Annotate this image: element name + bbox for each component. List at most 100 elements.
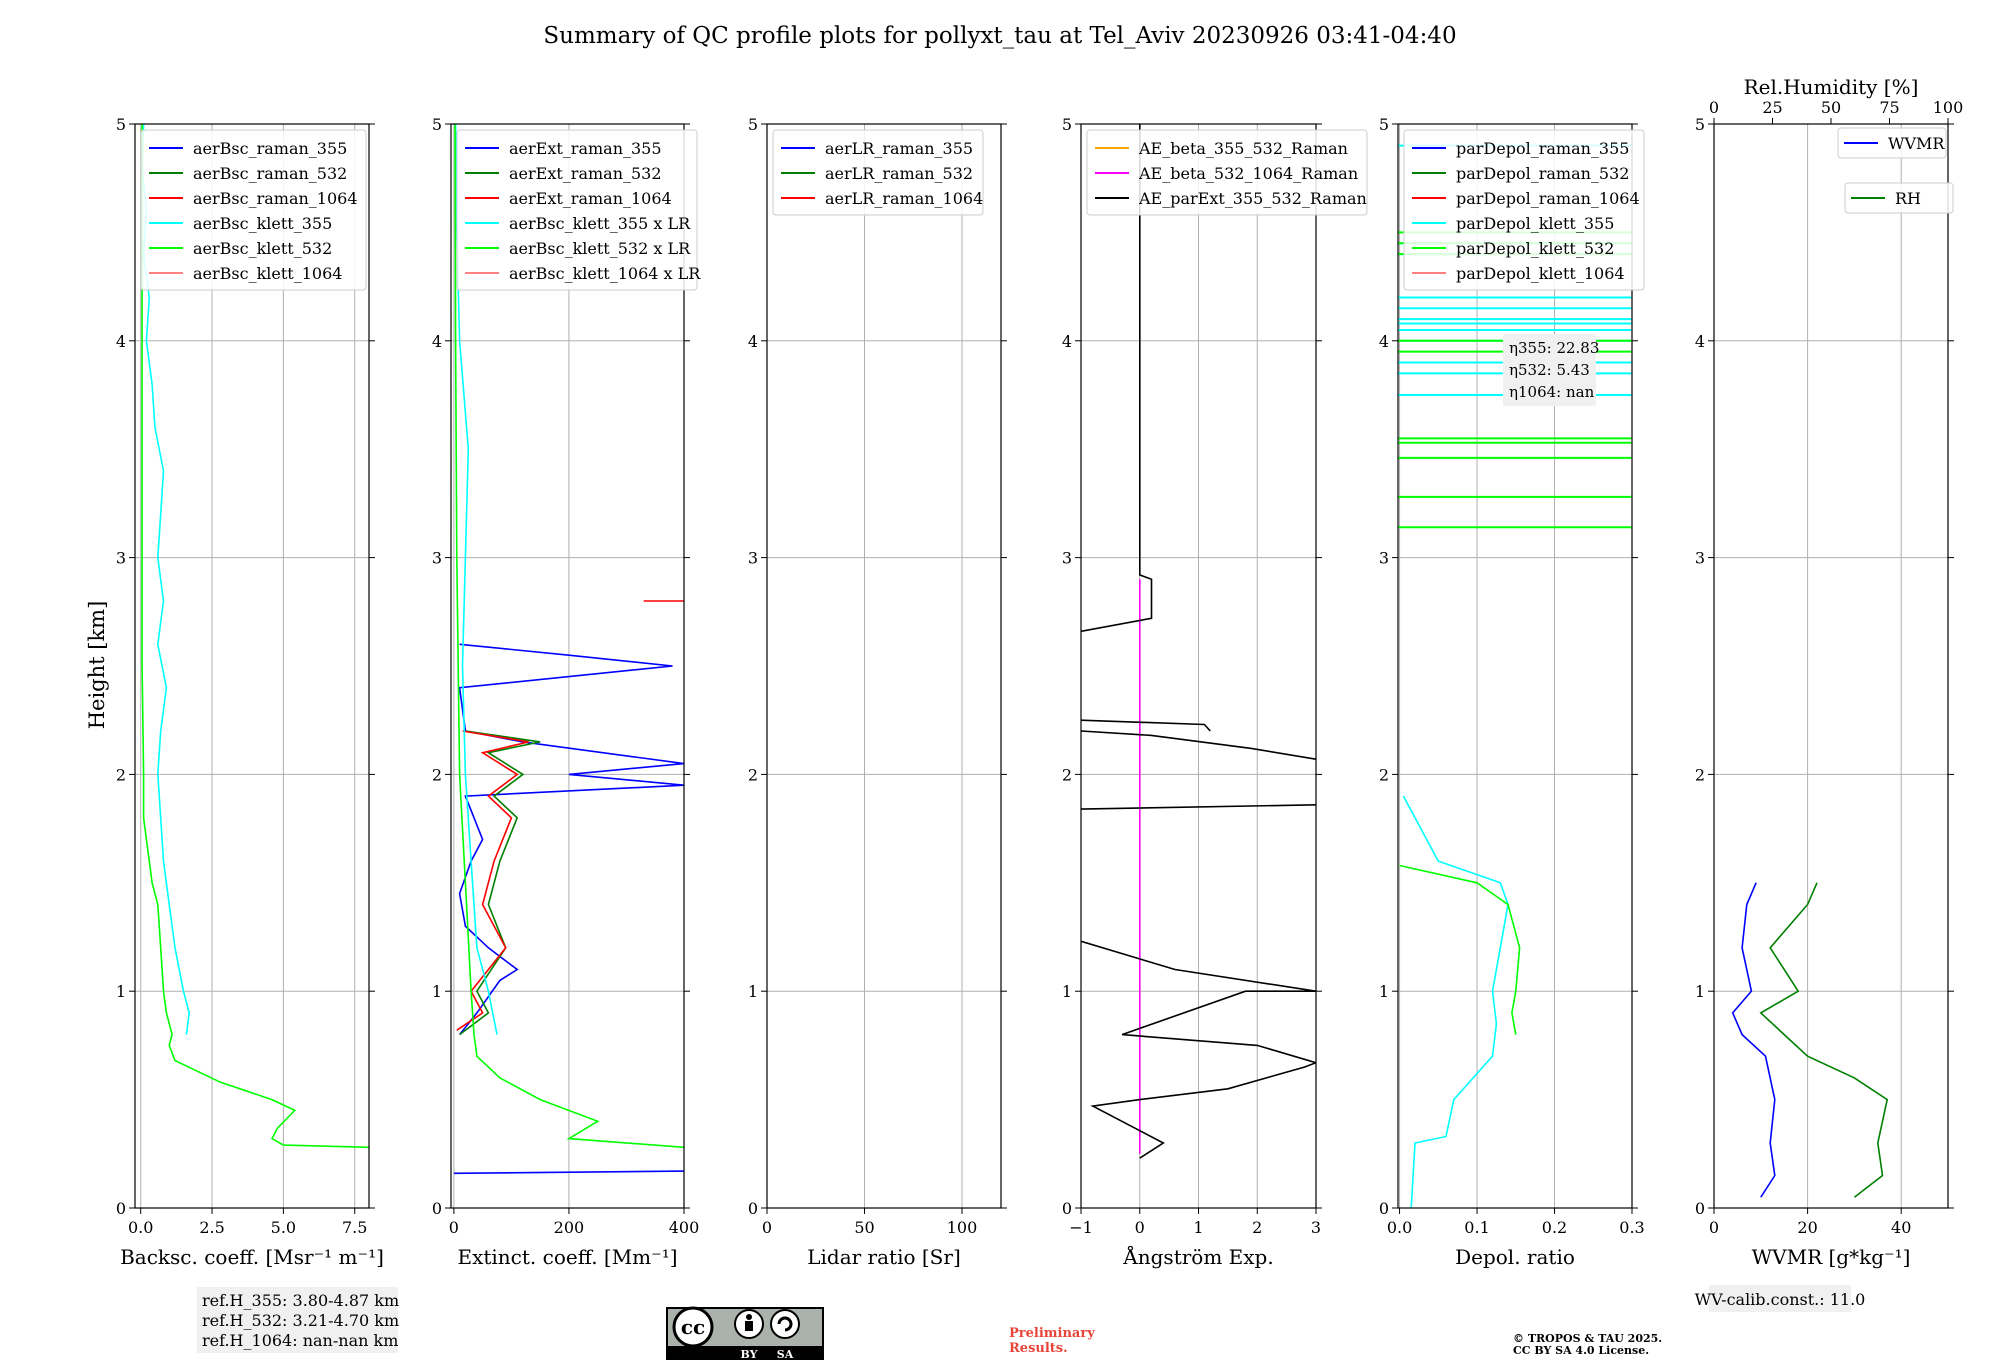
series-parDepol_klett_532 <box>1399 864 1521 1035</box>
eta-annotation-line: η1064: nan <box>1509 383 1595 401</box>
y-tick-label: 4 <box>1062 332 1072 351</box>
y-tick-label: 2 <box>1379 765 1389 784</box>
top-x-tick-label: 50 <box>1821 98 1841 117</box>
y-tick-label: 1 <box>432 982 442 1001</box>
legend-label: aerBsc_klett_532 x LR <box>509 239 691 258</box>
legend-label: aerExt_raman_1064 <box>509 189 672 208</box>
ref-height-355: ref.H_355: 3.80-4.87 km <box>202 1291 399 1310</box>
x-axis-label: Depol. ratio <box>1455 1245 1575 1269</box>
panel-5: 0.0 0.1 0.2 0.3 0 1 2 3 4 5 Depol. ratio parDepol_r… <box>1379 115 1645 1269</box>
y-tick-label: 3 <box>1379 549 1389 568</box>
y-tick-label: 2 <box>432 765 442 784</box>
top-axis-label: Rel.Humidity [%] <box>1744 75 1919 99</box>
cc-license-badge: cc BY SA <box>666 1306 824 1362</box>
x-tick-label: 7.5 <box>342 1218 367 1237</box>
copyright-line-2: CC BY SA 4.0 License. <box>1513 1344 1649 1357</box>
x-tick-label: 0.2 <box>1542 1218 1567 1237</box>
y-tick-label: 5 <box>116 115 126 134</box>
copyright-line-1: © TROPOS & TAU 2025. <box>1513 1332 1662 1345</box>
x-tick-label: 0 <box>1135 1218 1145 1237</box>
panel-6: 0 20 40 0 1 2 3 4 5 WVMR [g*kg⁻¹] 0 25 50 75 100 Rel.Hu… <box>1695 75 1963 1269</box>
legend-label: WVMR <box>1888 134 1945 153</box>
x-tick-label: 0 <box>449 1218 459 1237</box>
ref-height-532: ref.H_532: 3.21-4.70 km <box>202 1311 399 1330</box>
x-tick-label: 2 <box>1252 1218 1262 1237</box>
legend-label: aerExt_raman_355 <box>509 139 662 158</box>
data-layer <box>453 124 684 1175</box>
x-tick-label: 100 <box>947 1218 978 1237</box>
x-axis-label: Extinct. coeff. [Mm⁻¹] <box>457 1245 677 1269</box>
cc-logo-text: cc <box>681 1315 705 1339</box>
plot-frame <box>1397 123 1633 1209</box>
legend-label: parDepol_klett_532 <box>1456 239 1614 258</box>
y-tick-label: 1 <box>116 982 126 1001</box>
x-tick-label: 400 <box>669 1218 700 1237</box>
y-tick-label: 4 <box>748 332 758 351</box>
sa-icon <box>770 1309 800 1339</box>
top-x-tick-label: 75 <box>1879 98 1899 117</box>
legend-label: AE_beta_355_532_Raman <box>1138 139 1348 158</box>
y-tick-label: 1 <box>1062 982 1072 1001</box>
y-tick-label: 2 <box>748 765 758 784</box>
series-AE_parExt_hline <box>1081 804 1316 810</box>
legend-label: aerBsc_raman_532 <box>193 164 347 183</box>
height-axis-label: Height [km] <box>85 601 109 730</box>
y-tick-label: 0 <box>1379 1199 1389 1218</box>
panel-3: 0 50 100 0 1 2 3 4 5 Lidar ratio [Sr] aerLR_raman_… <box>748 115 1007 1269</box>
x-tick-label: 20 <box>1797 1218 1817 1237</box>
series-aerExt_raman_355_low <box>453 1170 684 1175</box>
data-layer <box>1731 882 1889 1198</box>
legend-label: aerBsc_klett_355 <box>193 214 332 233</box>
panel-1: 0.0 2.5 5.0 7.5 0 1 2 3 4 5 Backsc. coeff. [Msr⁻¹ … <box>116 115 384 1269</box>
series-aerExt_raman_532 <box>459 730 541 1036</box>
y-tick-label: 0 <box>1695 1199 1705 1218</box>
x-tick-label: 0.3 <box>1619 1218 1644 1237</box>
x-axis-label: Lidar ratio [Sr] <box>807 1245 961 1269</box>
figure-title: Summary of QC profile plots for pollyxt_… <box>543 23 1456 49</box>
y-tick-label: 0 <box>1062 1199 1072 1218</box>
eta-annotation-box <box>1503 334 1596 406</box>
legend-label: aerExt_raman_532 <box>509 164 662 183</box>
series-AE_parExt_355_532_Raman <box>1081 940 1316 1159</box>
preliminary-line-2: Results. <box>1009 1341 1068 1356</box>
y-tick-label: 0 <box>748 1199 758 1218</box>
y-tick-label: 5 <box>1062 115 1072 134</box>
series-aerExt_raman_355 <box>458 643 684 1036</box>
legend-label: parDepol_klett_355 <box>1456 214 1614 233</box>
legend-label: parDepol_raman_1064 <box>1456 189 1640 208</box>
top-x-tick-label: 0 <box>1709 98 1719 117</box>
x-tick-label: 0 <box>762 1218 772 1237</box>
x-axis-label: WVMR [g*kg⁻¹] <box>1752 1245 1911 1269</box>
legend-label: aerBsc_raman_355 <box>193 139 347 158</box>
y-tick-label: 1 <box>1379 982 1389 1001</box>
x-tick-label: 0.0 <box>1387 1218 1412 1237</box>
y-tick-label: 4 <box>432 332 442 351</box>
legend-box <box>1837 127 1947 159</box>
series-AE_parExt_top <box>1081 124 1153 633</box>
plot-frame <box>134 123 370 1209</box>
wv-calib-box: WV-calib.const.: 11.0 <box>1695 1285 1865 1312</box>
x-tick-label: 200 <box>554 1218 585 1237</box>
y-tick-label: 0 <box>432 1199 442 1218</box>
series-AE_parExt_mid <box>1081 730 1316 760</box>
y-tick-label: 5 <box>1379 115 1389 134</box>
y-tick-label: 5 <box>1695 115 1705 134</box>
x-tick-label: 5.0 <box>271 1218 296 1237</box>
plot-frame <box>766 123 1002 1209</box>
legend-label: aerLR_raman_1064 <box>825 189 983 208</box>
eta-annotation-line: η532: 5.43 <box>1509 361 1590 379</box>
legend-label: parDepol_raman_355 <box>1456 139 1629 158</box>
y-tick-label: 2 <box>1062 765 1072 784</box>
legend-label: aerBsc_raman_1064 <box>193 189 358 208</box>
legend-label: parDepol_klett_1064 <box>1456 264 1625 283</box>
x-tick-label: 50 <box>854 1218 874 1237</box>
x-tick-label: 0 <box>1709 1218 1719 1237</box>
y-tick-label: 4 <box>1695 332 1705 351</box>
x-tick-label: −1 <box>1069 1218 1093 1237</box>
panel-2: 0 200 400 0 1 2 3 4 5 Extinct. coeff. [Mm⁻¹] aerEx… <box>432 115 701 1269</box>
plot-frame <box>450 123 685 1209</box>
ref-heights-box: ref.H_355: 3.80-4.87 km ref.H_532: 3.21-… <box>197 1287 399 1353</box>
legend-label: RH <box>1895 189 1921 208</box>
